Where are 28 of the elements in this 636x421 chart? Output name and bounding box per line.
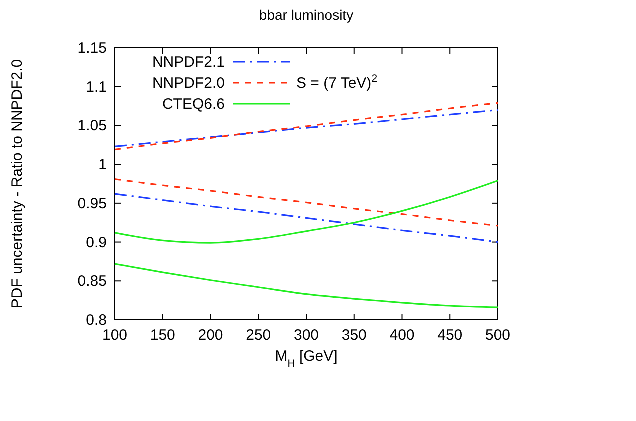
x-tick-label: 400 xyxy=(390,327,415,344)
x-tick-label: 500 xyxy=(485,327,511,344)
x-tick-label: 450 xyxy=(438,327,463,344)
x-axis-title: M$_{H}$ [GeV] xyxy=(275,348,338,370)
chart-title: bbar luminosity xyxy=(259,7,354,23)
legend-label: NNPDF2.1 xyxy=(152,54,225,71)
legend-label: CTEQ6.6 xyxy=(162,96,225,113)
y-tick-label: 1 xyxy=(98,156,107,174)
y-tick-label: 1.05 xyxy=(78,118,107,135)
x-tick-label: 100 xyxy=(102,327,128,344)
y-tick-label: 1.15 xyxy=(78,40,107,57)
x-tick-label: 300 xyxy=(294,327,320,344)
line-series xyxy=(114,180,499,244)
legend-label: NNPDF2.0 xyxy=(152,75,225,92)
y-axis-title: PDF uncertainty - Ratio to NNPDF2.0 xyxy=(9,59,26,309)
line-series xyxy=(114,178,499,227)
y-tick-label: 1.1 xyxy=(86,78,107,96)
line-series xyxy=(114,193,499,244)
x-tick-label: 250 xyxy=(246,327,272,344)
y-tick-label: 0.85 xyxy=(78,273,107,290)
line-series xyxy=(114,263,499,308)
x-tick-label: 200 xyxy=(198,327,224,344)
y-tick-label: 0.95 xyxy=(78,195,107,212)
y-tick-label: 0.9 xyxy=(86,234,107,252)
x-tick-label: 150 xyxy=(150,327,176,344)
y-tick-label: 0.8 xyxy=(86,312,107,329)
annotation: S = (7 TeV)$^{2}$ xyxy=(296,73,378,92)
x-tick-label: 350 xyxy=(342,327,367,344)
